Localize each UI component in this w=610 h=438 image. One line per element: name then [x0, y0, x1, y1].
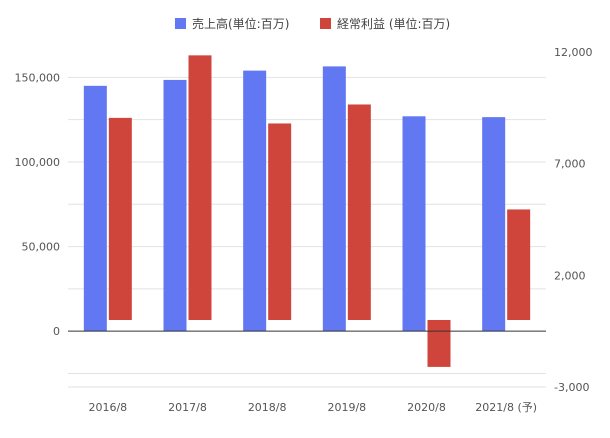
legend-label-sales: 売上高(単位:百万)	[192, 16, 289, 31]
right-tick-label: 2,000	[554, 269, 586, 282]
bar-sales	[402, 116, 426, 332]
bar-profit	[188, 55, 212, 320]
right-tick-label: -3,000	[554, 381, 589, 394]
x-tick-label: 2019/8	[327, 401, 366, 414]
left-tick-label: 0	[53, 325, 60, 338]
bar-sales	[322, 66, 346, 332]
bar-sales	[163, 79, 187, 332]
right-tick-label: 7,000	[554, 158, 586, 171]
bar-sales	[83, 85, 107, 332]
bar-sales	[482, 117, 506, 332]
bar-sales	[243, 70, 267, 332]
bar-profit	[507, 209, 531, 320]
bar-profit	[108, 117, 132, 320]
left-tick-label: 100,000	[15, 156, 61, 169]
right-tick-label: 12,000	[554, 46, 593, 59]
bar-profit	[268, 123, 292, 320]
x-tick-label: 2021/8 (予)	[475, 401, 537, 414]
bar-profit	[427, 320, 451, 367]
left-tick-label: 150,000	[15, 71, 61, 84]
legend: 売上高(単位:百万) 経常利益 (単位:百万)	[175, 16, 450, 31]
x-tick-label: 2020/8	[407, 401, 446, 414]
legend-swatch-profit	[320, 18, 331, 29]
left-axis-tick-labels: 0 50,000 100,000 150,000	[15, 71, 61, 338]
gridlines	[68, 76, 546, 388]
bars	[83, 55, 531, 367]
x-tick-label: 2016/8	[88, 401, 127, 414]
x-axis-tick-labels: 2016/8 2017/8 2018/8 2019/8 2020/8 2021/8 (予)	[88, 401, 537, 414]
legend-swatch-sales	[175, 18, 186, 29]
bar-profit	[347, 104, 371, 320]
legend-label-profit: 経常利益 (単位:百万)	[337, 16, 450, 31]
left-tick-label: 50,000	[22, 241, 61, 254]
right-axis-tick-labels: -3,000 2,000 7,000 12,000	[554, 46, 593, 394]
x-tick-label: 2017/8	[168, 401, 207, 414]
x-tick-label: 2018/8	[248, 401, 287, 414]
